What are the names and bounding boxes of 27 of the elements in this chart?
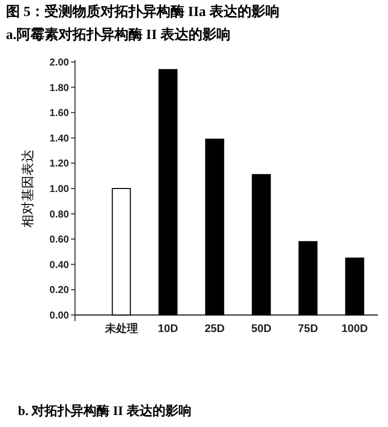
chart-subtitle: a.阿霉素对拓扑异构酶 II 表达的影响 [6,27,230,43]
x-tick-label: 75D [298,323,318,335]
y-tick-label: 1.80 [50,82,70,94]
y-tick-label: 1.40 [50,133,70,144]
bar [205,138,224,316]
y-tick-label: 0.00 [50,310,70,322]
y-axis-title: 相对基因表达 [20,150,35,228]
y-tick-label: 1.60 [50,108,70,120]
chart-title: 图 5：受测物质对拓扑异构酶 IIa 表达的影响 [6,3,280,20]
bar [252,174,271,316]
bar [298,241,318,316]
y-tick-label: 2.00 [50,58,70,68]
y-tick-label: 0.40 [50,260,70,271]
y-tick-label: 0.60 [50,234,70,246]
x-tick-label: 10D [158,323,178,335]
x-tick-label: 25D [204,323,225,335]
bar [112,188,131,316]
bar [158,69,178,316]
y-tick-label: 0.80 [50,209,70,220]
x-tick-label: 50D [251,323,272,335]
bar [345,258,364,316]
y-tick-label: 1.20 [50,158,70,170]
x-tick-label: 100D [342,323,368,335]
text: b. 对拓扑异构酶 II 表达的影响 [18,403,192,418]
y-tick-label: 1.00 [50,184,70,195]
y-tick-label: 0.20 [50,285,70,296]
x-tick-label: 未处理 [104,322,138,335]
